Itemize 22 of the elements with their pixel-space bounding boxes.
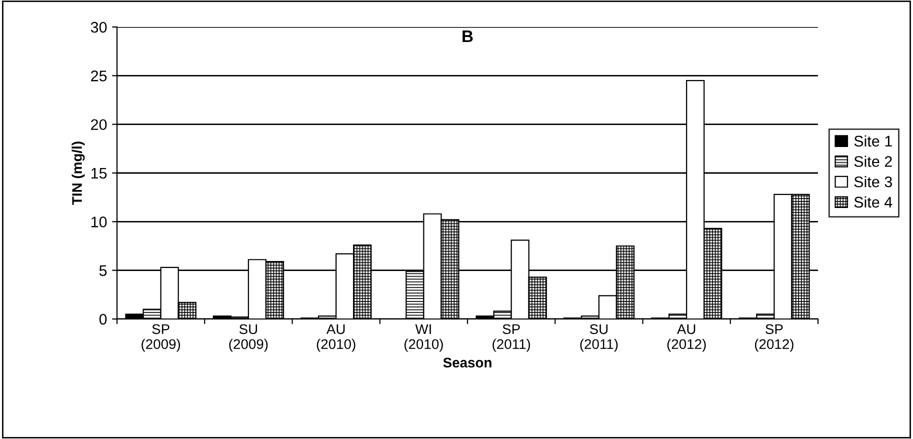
y-tick-label: 5: [99, 265, 107, 276]
legend-label: Site 3: [854, 176, 892, 188]
legend-label: Site 1: [854, 135, 892, 147]
chart-title: B: [462, 30, 473, 42]
x-tick-label: AU (2012): [667, 324, 706, 352]
x-tick-label: SP (2009): [142, 324, 180, 352]
y-tick-label: 25: [91, 70, 107, 82]
y-tick-label: 15: [91, 168, 107, 179]
y-tick-label: 20: [91, 119, 107, 130]
x-tick-label: SU (2009): [229, 324, 268, 352]
y-axis-title: TIN (mg/l): [72, 142, 85, 205]
x-tick-label: SP (2011): [492, 324, 530, 352]
x-tick-label: AU (2010): [316, 324, 356, 352]
x-axis-title: Season: [443, 358, 492, 368]
x-tick-label: SP (2012): [754, 324, 794, 352]
x-tick-label: WI (2010): [404, 324, 443, 352]
y-tick-label: 30: [90, 22, 107, 33]
legend-label: Site 4: [854, 196, 892, 208]
x-tick-label: SU (2011): [580, 324, 618, 352]
y-tick-label: 0: [99, 314, 107, 325]
legend-label: Site 2: [854, 156, 892, 167]
y-tick-label: 10: [91, 216, 107, 228]
